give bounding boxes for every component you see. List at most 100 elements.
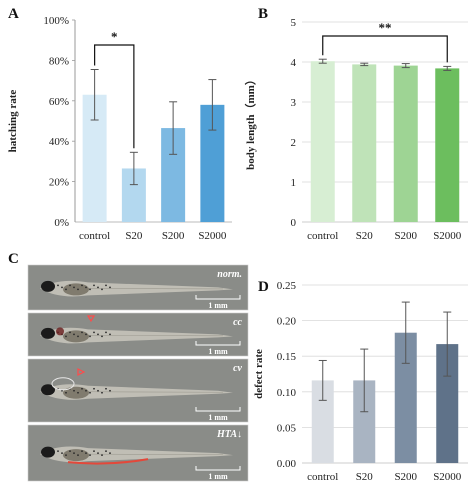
- y-axis-label: hatching rate: [7, 90, 19, 153]
- pigment-dot: [85, 452, 87, 455]
- pigment-dot: [65, 288, 67, 291]
- y-tick-label: 100%: [43, 15, 69, 27]
- chart-panel-b: B 0 1 2 3 4 5 body length（mm） control S20 S200 S200…: [244, 6, 468, 242]
- fish-eye: [41, 446, 55, 458]
- pigment-dot: [73, 333, 75, 336]
- pigment-dot: [93, 450, 95, 453]
- x-tick-label: S200: [394, 230, 417, 242]
- pigment-dot: [93, 387, 95, 390]
- pigment-dot: [69, 284, 71, 287]
- fish-eye: [41, 327, 55, 339]
- pigment-dot: [101, 288, 103, 291]
- y-tick-label: 4: [291, 57, 297, 69]
- x-tick-label: control: [79, 230, 110, 242]
- y-tick-label: 0.05: [277, 422, 297, 434]
- pigment-dot: [97, 286, 99, 289]
- pigment-dot: [77, 288, 79, 291]
- x-tick-label: S2000: [433, 471, 462, 483]
- pigment-dot: [81, 450, 83, 453]
- fish-image-1: norm. 1 mm: [27, 264, 249, 311]
- pigment-dot: [89, 391, 91, 394]
- y-tick-label: 40%: [49, 136, 69, 148]
- micrograph-border: [27, 312, 249, 357]
- fish-eye: [41, 384, 55, 396]
- pigment-dot: [105, 387, 107, 390]
- chart-panel-a: A 0% 20% 40% 60% 80% 100% hatching rate control S…: [7, 6, 232, 242]
- y-tick-label: 0.25: [277, 280, 297, 292]
- x-tick-label: S20: [125, 230, 143, 242]
- y-axis-label: defect rate: [253, 349, 265, 399]
- haemorrhage-spot: [56, 327, 64, 336]
- scale-bar: [195, 466, 241, 471]
- chart-panel-d: D 0.00 0.05 0.10 0.15 0.20 0.25 defect rate cont…: [253, 279, 468, 483]
- pigment-dot: [89, 335, 91, 338]
- y-tick-label: 0.00: [277, 458, 297, 470]
- fish-image-4: HTA↓ 1 mm: [27, 424, 249, 482]
- pigment-dot: [105, 331, 107, 334]
- y-axis-label: body length（mm）: [244, 74, 257, 170]
- pigment-dot: [101, 391, 103, 394]
- fish-notochord: [87, 335, 224, 337]
- pigment-dot: [81, 284, 83, 287]
- x-tick-label: S2000: [198, 230, 227, 242]
- scale-bar-label: 1 mm: [208, 347, 228, 356]
- pigment-dot: [89, 454, 91, 457]
- pigment-dot: [93, 284, 95, 287]
- y-tick-label: 0: [291, 217, 297, 229]
- fish-notochord: [87, 288, 224, 290]
- pigment-dot: [81, 331, 83, 334]
- pigment-dot: [57, 284, 59, 287]
- x-tick-label: S200: [394, 471, 417, 483]
- bar-s2000: [435, 68, 460, 223]
- scale-bar: [195, 295, 241, 300]
- pigment-dot: [93, 331, 95, 334]
- condition-label: norm.: [217, 269, 242, 280]
- y-tick-label: 20%: [49, 177, 69, 189]
- pigment-dot: [73, 452, 75, 455]
- pigment-dot: [61, 286, 63, 289]
- fish-image-3: cv 1 mm: [27, 358, 249, 423]
- x-tick-label: control: [307, 230, 338, 242]
- pigment-dot: [109, 452, 111, 455]
- scale-bar-label: 1 mm: [208, 472, 228, 481]
- fish-yolk: [63, 449, 89, 462]
- pigment-dot: [69, 450, 71, 453]
- y-tick-label: 0.20: [277, 316, 297, 328]
- y-tick-label: 1: [291, 177, 297, 189]
- micrograph-border: [27, 424, 249, 482]
- bar-s200: [394, 332, 417, 463]
- pigment-dot: [85, 389, 87, 392]
- pigment-dot: [77, 335, 79, 338]
- pigment-dot: [65, 391, 67, 394]
- fish-yolk: [63, 283, 89, 296]
- micrograph-border: [27, 358, 249, 423]
- significance-label: **: [379, 20, 392, 35]
- pigment-dot: [57, 450, 59, 453]
- bar-s20: [352, 64, 377, 223]
- fish-eye: [41, 280, 55, 292]
- pigment-dot: [73, 389, 75, 392]
- pigment-dot: [109, 389, 111, 392]
- bar-s2000: [436, 344, 459, 463]
- significance-bracket: [94, 44, 135, 149]
- y-tick-label: 5: [291, 17, 297, 29]
- scale-bar-label: 1 mm: [208, 301, 228, 310]
- bar-control: [310, 61, 335, 223]
- pigment-dot: [77, 454, 79, 457]
- pigment-dot: [89, 288, 91, 291]
- pigment-dot: [85, 333, 87, 336]
- arrowhead-marker: [77, 368, 86, 376]
- pigment-dot: [101, 335, 103, 338]
- y-tick-label: 0.15: [277, 351, 297, 363]
- bar-s200: [393, 65, 418, 222]
- bar-s20: [353, 380, 376, 463]
- cardiac-oedema: [51, 377, 75, 391]
- panel-letter-b: B: [258, 6, 268, 22]
- condition-label: cc: [233, 317, 242, 328]
- pigment-dot: [77, 391, 79, 394]
- pigment-dot: [61, 452, 63, 455]
- pigment-dot: [97, 452, 99, 455]
- y-tick-label: 0%: [54, 217, 69, 229]
- significance-label: *: [111, 29, 118, 44]
